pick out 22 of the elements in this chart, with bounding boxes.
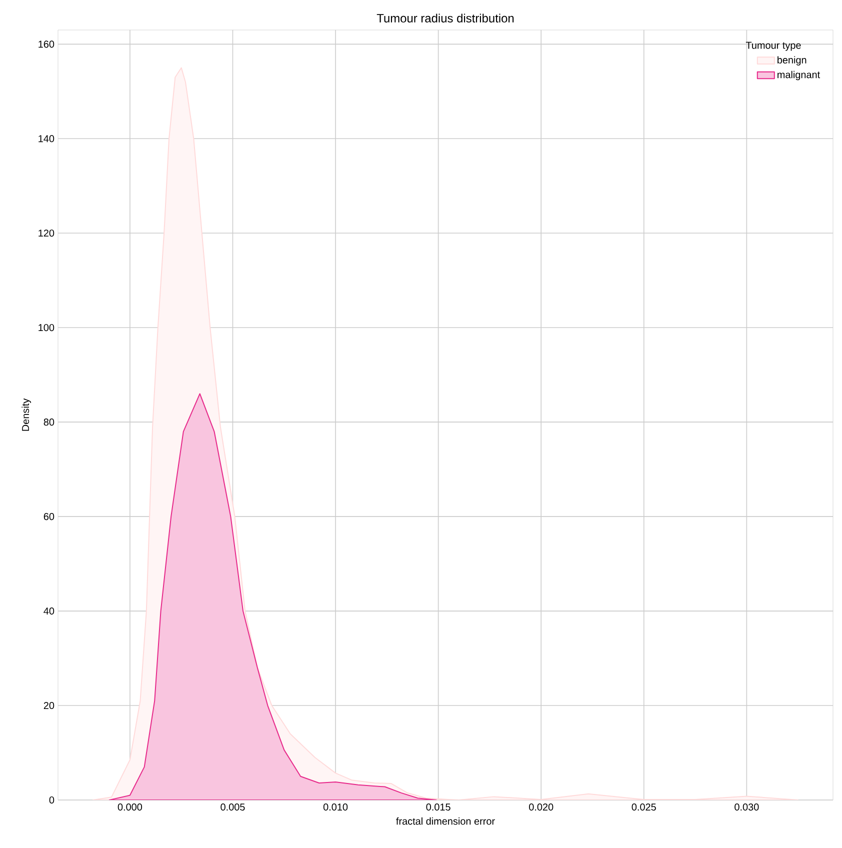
y-tick-label: 100 (38, 324, 54, 332)
y-tick-label: 40 (44, 608, 54, 615)
legend-title: Tumour type (746, 42, 801, 51)
y-axis-title: Density (22, 398, 32, 431)
x-tick-label: 0.010 (323, 804, 348, 811)
y-tick-label: 0 (49, 796, 54, 804)
x-tick-label: 0.005 (220, 804, 245, 811)
y-tick-label: 120 (38, 230, 54, 237)
legend-label: malignant (778, 70, 820, 80)
y-tick-label: 160 (38, 40, 54, 48)
y-tick-label: 140 (38, 135, 54, 142)
legend-label: benign (778, 56, 806, 66)
x-tick-label: 0.025 (632, 804, 656, 811)
y-tick-label: 20 (44, 702, 54, 710)
x-tick-label: 0.000 (118, 804, 142, 811)
x-axis-title: fractal dimension error (396, 817, 495, 825)
x-tick-label: 0.030 (734, 804, 759, 811)
y-tick-label: 80 (44, 418, 54, 426)
x-tick-label: 0.015 (426, 804, 450, 811)
x-tick-label: 0.020 (529, 804, 554, 811)
chart-title: Tumour radius distribution (376, 14, 514, 22)
y-tick-label: 60 (44, 513, 54, 520)
